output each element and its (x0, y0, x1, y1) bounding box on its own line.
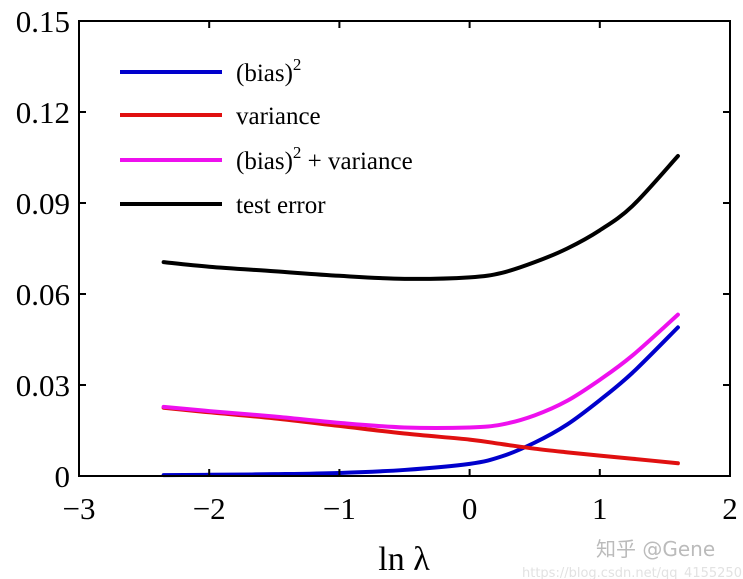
watermark-brand: 知乎 @Gene (596, 537, 715, 561)
x-tick-label: −2 (193, 491, 226, 526)
x-tick-label: −1 (323, 491, 356, 526)
x-tick-label: 0 (462, 491, 478, 526)
legend-label-superscript: 2 (293, 143, 302, 162)
legend-label-text: variance (236, 103, 321, 130)
legend-label: test error (236, 192, 326, 219)
watermark-url: https://blog.csdn.net/qq_41552508 (522, 566, 743, 579)
x-tick-label: 1 (592, 491, 608, 526)
series-line-1 (161, 405, 680, 466)
y-tick-label: 0.09 (16, 186, 70, 221)
legend-label: variance (236, 103, 321, 130)
y-tick-label: 0.15 (16, 4, 70, 39)
y-tick-label: 0.12 (16, 95, 70, 130)
y-tick-label: 0 (55, 459, 71, 494)
legend-label-suffix: + variance (301, 148, 412, 175)
y-tick-label: 0.03 (16, 368, 70, 403)
legend-label: (bias)2 (236, 55, 301, 87)
legend-label-text: test error (236, 192, 326, 219)
series-line-2 (161, 312, 680, 430)
legend-label: (bias)2 + variance (236, 143, 413, 175)
series-line-0 (161, 325, 680, 478)
legend-label-text: (bias) (236, 148, 293, 175)
series-line-3 (161, 153, 680, 281)
legend-label-superscript: 2 (293, 55, 302, 74)
series-layer (161, 153, 680, 478)
legend-label-text: (bias) (236, 60, 293, 87)
x-tick-label: 2 (722, 491, 738, 526)
x-axis-label: ln λ (378, 541, 430, 578)
axis-ticks: −3 −2 −1 0 1 2 0 0.03 0.06 0.09 0.12 0.15 (16, 4, 738, 526)
y-tick-label: 0.06 (16, 277, 70, 312)
plot-frame (78, 20, 731, 477)
x-tick-label: −3 (63, 491, 96, 526)
